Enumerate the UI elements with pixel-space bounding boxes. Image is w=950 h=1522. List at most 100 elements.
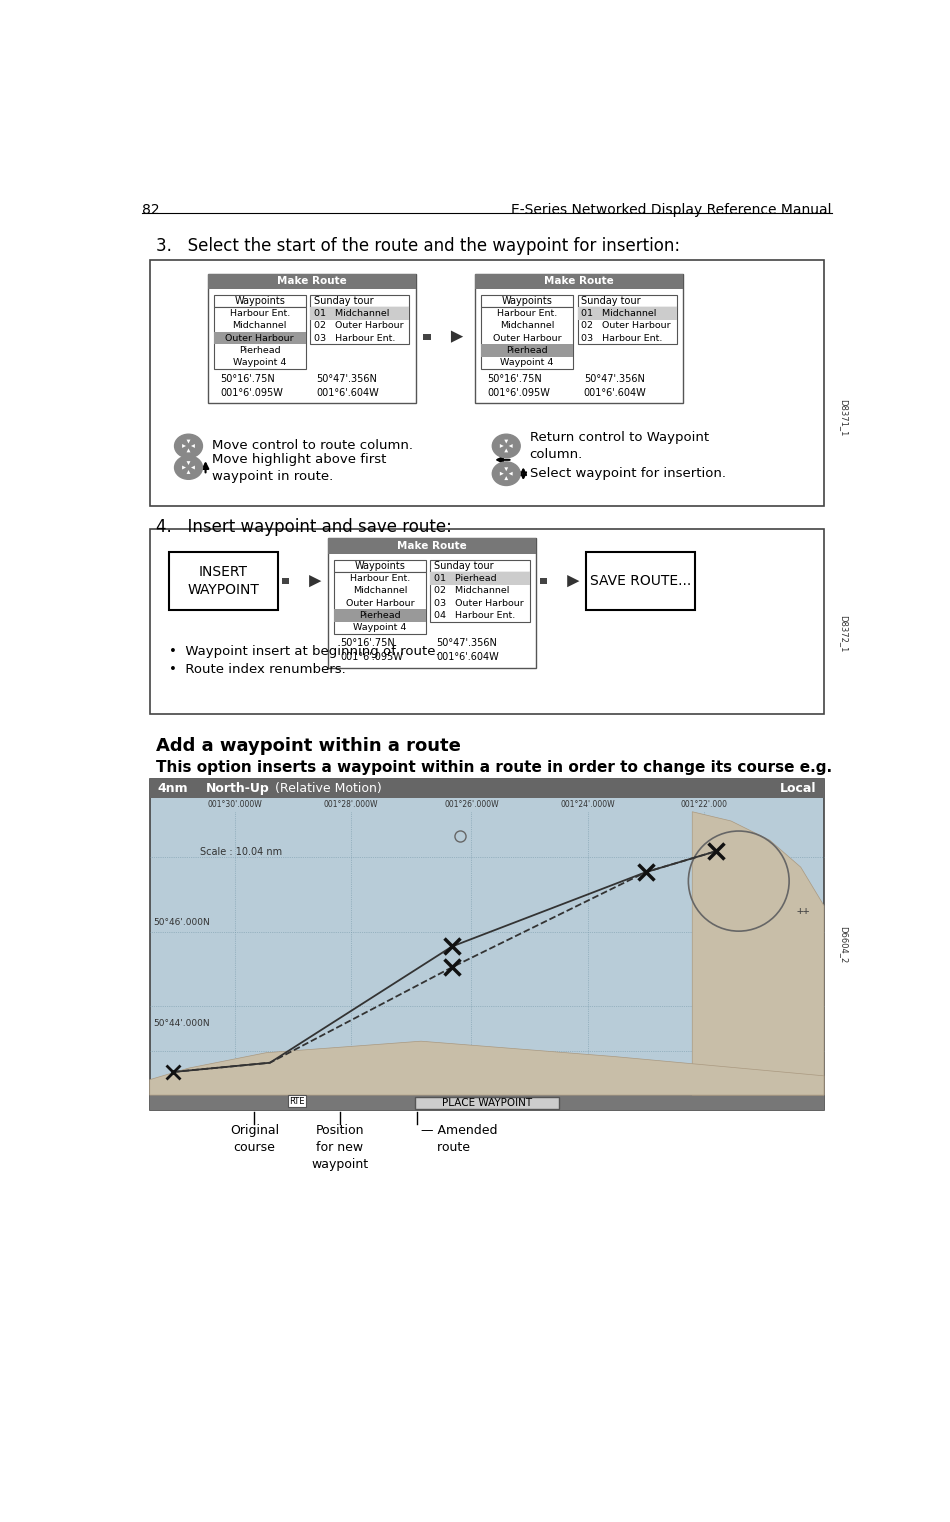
Text: 001°26'.000W: 001°26'.000W <box>444 799 499 808</box>
Text: Move control to route column.: Move control to route column. <box>212 440 412 452</box>
Text: Original
course: Original course <box>230 1123 279 1154</box>
FancyBboxPatch shape <box>214 332 306 344</box>
Text: This option inserts a waypoint within a route in order to change its course e.g.: This option inserts a waypoint within a … <box>156 759 832 775</box>
Text: Return control to Waypoint
column.: Return control to Waypoint column. <box>529 431 709 461</box>
FancyBboxPatch shape <box>424 333 431 339</box>
Text: (Relative Motion): (Relative Motion) <box>276 782 382 794</box>
Text: Outer Harbour: Outer Harbour <box>493 333 561 342</box>
Text: 02   Outer Harbour: 02 Outer Harbour <box>314 321 404 330</box>
Text: Make Route: Make Route <box>544 275 614 286</box>
Text: Move highlight above first
waypoint in route.: Move highlight above first waypoint in r… <box>212 452 386 482</box>
Text: Outer Harbour: Outer Harbour <box>225 333 294 342</box>
Text: Position
for new
waypoint: Position for new waypoint <box>311 1123 369 1170</box>
FancyBboxPatch shape <box>150 779 824 1111</box>
Text: 001°28'.000W: 001°28'.000W <box>324 799 378 808</box>
Text: Pierhead: Pierhead <box>239 345 280 355</box>
Text: 50°47'.356N
001°6'.604W: 50°47'.356N 001°6'.604W <box>583 373 647 397</box>
FancyBboxPatch shape <box>482 307 573 368</box>
FancyBboxPatch shape <box>328 539 536 554</box>
FancyBboxPatch shape <box>578 307 676 320</box>
Text: Make Route: Make Route <box>276 275 347 286</box>
Text: Pierhead: Pierhead <box>359 610 401 619</box>
Ellipse shape <box>492 434 521 458</box>
Text: Outer Harbour: Outer Harbour <box>346 598 414 607</box>
FancyBboxPatch shape <box>430 572 529 584</box>
Text: 50°16'.75N
001°6'.095W: 50°16'.75N 001°6'.095W <box>340 639 403 662</box>
Text: Waypoint 4: Waypoint 4 <box>501 358 554 367</box>
FancyBboxPatch shape <box>208 274 415 403</box>
Text: Waypoint 4: Waypoint 4 <box>353 622 407 632</box>
Text: Harbour Ent.: Harbour Ent. <box>230 309 290 318</box>
Text: Sunday tour: Sunday tour <box>434 562 494 571</box>
Text: 50°16'.75N
001°6'.095W: 50°16'.75N 001°6'.095W <box>487 373 551 397</box>
Text: 50°46'.000N: 50°46'.000N <box>153 918 210 927</box>
Text: Select waypoint for insertion.: Select waypoint for insertion. <box>529 467 726 481</box>
Text: D8372_1: D8372_1 <box>839 615 847 653</box>
FancyBboxPatch shape <box>475 274 683 403</box>
FancyBboxPatch shape <box>281 578 289 584</box>
FancyBboxPatch shape <box>482 344 573 356</box>
FancyBboxPatch shape <box>430 560 529 572</box>
Text: •  Route index renumbers.: • Route index renumbers. <box>169 664 346 676</box>
Text: E-Series Networked Display Reference Manual: E-Series Networked Display Reference Man… <box>511 202 832 216</box>
Text: — Amended
    route: — Amended route <box>421 1123 498 1154</box>
Text: 3.   Select the start of the route and the waypoint for insertion:: 3. Select the start of the route and the… <box>156 236 680 254</box>
FancyBboxPatch shape <box>540 578 547 584</box>
FancyBboxPatch shape <box>310 295 409 307</box>
Text: 4nm: 4nm <box>158 782 188 794</box>
Text: SAVE ROUTE...: SAVE ROUTE... <box>590 574 691 587</box>
Text: 04   Harbour Ent.: 04 Harbour Ent. <box>434 610 516 619</box>
FancyBboxPatch shape <box>578 307 676 344</box>
Ellipse shape <box>492 461 521 486</box>
Text: Harbour Ent.: Harbour Ent. <box>350 574 410 583</box>
Text: Midchannel: Midchannel <box>352 586 408 595</box>
Text: 03   Harbour Ent.: 03 Harbour Ent. <box>314 333 395 342</box>
Text: 03   Outer Harbour: 03 Outer Harbour <box>434 598 524 607</box>
FancyBboxPatch shape <box>310 307 409 320</box>
FancyBboxPatch shape <box>214 307 306 368</box>
Text: D8371_1: D8371_1 <box>839 399 847 437</box>
Text: Scale : 10.04 nm: Scale : 10.04 nm <box>200 846 282 857</box>
Text: ++: ++ <box>796 906 810 916</box>
FancyBboxPatch shape <box>328 539 536 668</box>
Polygon shape <box>693 811 824 1096</box>
Text: 50°44'.000N: 50°44'.000N <box>153 1020 209 1029</box>
Text: 001°22'.000: 001°22'.000 <box>680 799 728 808</box>
Text: Make Route: Make Route <box>397 542 466 551</box>
FancyBboxPatch shape <box>586 552 694 610</box>
FancyBboxPatch shape <box>578 295 676 307</box>
FancyBboxPatch shape <box>150 260 824 505</box>
Text: Waypoints: Waypoints <box>235 297 285 306</box>
Text: 4.   Insert waypoint and save route:: 4. Insert waypoint and save route: <box>156 517 452 536</box>
FancyBboxPatch shape <box>334 609 426 621</box>
Text: 02   Outer Harbour: 02 Outer Harbour <box>581 321 671 330</box>
Text: •  Waypoint insert at beginning of route.: • Waypoint insert at beginning of route. <box>169 645 440 658</box>
Text: Sunday tour: Sunday tour <box>314 297 373 306</box>
Polygon shape <box>150 1041 824 1096</box>
FancyBboxPatch shape <box>169 552 277 610</box>
Text: 001°30'.000W: 001°30'.000W <box>208 799 262 808</box>
FancyBboxPatch shape <box>150 779 824 798</box>
Text: 50°16'.75N
001°6'.095W: 50°16'.75N 001°6'.095W <box>220 373 283 397</box>
Text: North-Up: North-Up <box>205 782 269 794</box>
Text: 01   Midchannel: 01 Midchannel <box>581 309 656 318</box>
FancyBboxPatch shape <box>214 295 306 307</box>
Text: Local: Local <box>780 782 816 794</box>
FancyBboxPatch shape <box>430 572 529 621</box>
Text: Waypoints: Waypoints <box>502 297 553 306</box>
FancyBboxPatch shape <box>208 274 415 289</box>
Ellipse shape <box>175 434 202 458</box>
Text: 01   Pierhead: 01 Pierhead <box>434 574 497 583</box>
FancyBboxPatch shape <box>482 295 573 307</box>
FancyBboxPatch shape <box>310 307 409 344</box>
Text: Pierhead: Pierhead <box>506 345 548 355</box>
Text: Waypoint 4: Waypoint 4 <box>233 358 287 367</box>
Text: 50°47'.356N
001°6'.604W: 50°47'.356N 001°6'.604W <box>316 373 379 397</box>
Text: 001°24'.000W: 001°24'.000W <box>560 799 615 808</box>
Text: Add a waypoint within a route: Add a waypoint within a route <box>156 737 461 755</box>
Text: Midchannel: Midchannel <box>233 321 287 330</box>
FancyBboxPatch shape <box>150 530 824 714</box>
Text: Sunday tour: Sunday tour <box>581 297 641 306</box>
FancyBboxPatch shape <box>334 560 426 572</box>
Text: Waypoints: Waypoints <box>354 562 406 571</box>
